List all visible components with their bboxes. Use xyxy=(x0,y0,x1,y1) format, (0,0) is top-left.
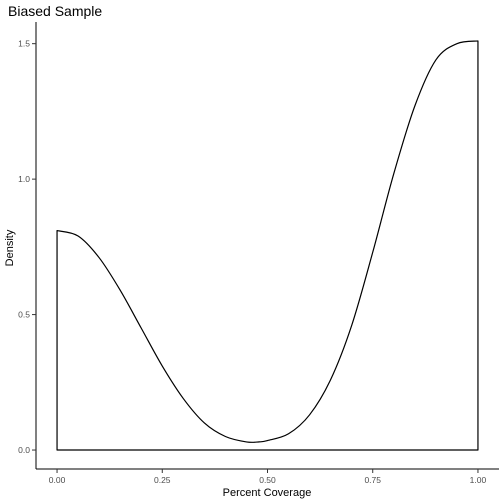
x-axis-ticks: 0.00 0.25 0.50 0.75 1.00 xyxy=(49,469,487,485)
x-tick-label: 0.50 xyxy=(259,475,276,485)
y-tick-label: 1.0 xyxy=(18,174,30,184)
x-tick-label: 0.00 xyxy=(49,475,66,485)
x-axis-label: Percent Coverage xyxy=(223,487,312,499)
y-axis-label: Density xyxy=(4,229,16,266)
y-tick-label: 0.5 xyxy=(18,310,30,320)
chart-title: Biased Sample xyxy=(8,3,102,19)
density-curve xyxy=(56,40,479,451)
x-tick-label: 1.00 xyxy=(470,475,487,485)
x-tick-label: 0.75 xyxy=(364,475,381,485)
y-tick-label: 0.0 xyxy=(18,445,30,455)
y-axis-ticks: 0.0 0.5 1.0 1.5 xyxy=(18,39,36,455)
plot-panel xyxy=(56,40,479,451)
y-tick-label: 1.5 xyxy=(18,39,30,49)
x-tick-label: 0.25 xyxy=(154,475,171,485)
